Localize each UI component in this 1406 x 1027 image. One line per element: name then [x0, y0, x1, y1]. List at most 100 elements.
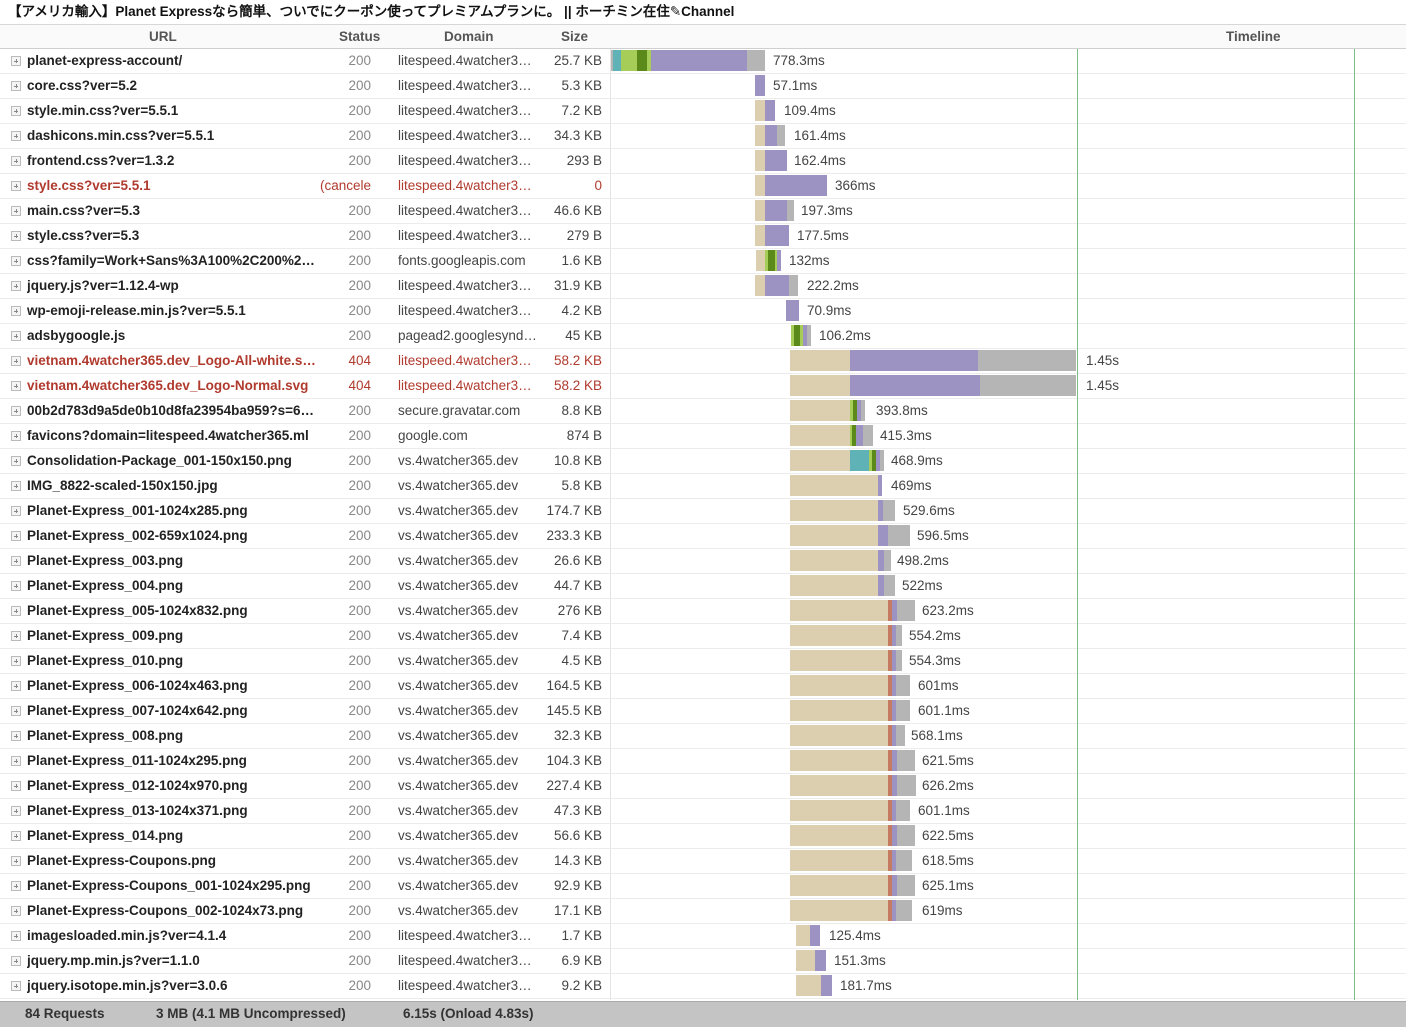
- request-row[interactable]: planet-express-account/200 litespeed.4wat…: [0, 49, 1406, 74]
- request-row[interactable]: Planet-Express_005-1024x832.png 200 vs.4wa…: [0, 599, 1406, 624]
- request-row[interactable]: vietnam.4watcher365.dev_Logo-All-white.s…: [0, 349, 1406, 374]
- request-duration: 106.2ms: [819, 328, 871, 343]
- expand-toggle-icon[interactable]: [11, 331, 21, 341]
- expand-toggle-icon[interactable]: [11, 931, 21, 941]
- expand-toggle-icon[interactable]: [11, 431, 21, 441]
- column-header-size[interactable]: Size: [561, 29, 589, 44]
- expand-toggle-icon[interactable]: [11, 781, 21, 791]
- expand-toggle-icon[interactable]: [11, 606, 21, 616]
- request-row[interactable]: core.css?ver=5.2 200 litespeed.4watcher3… 5…: [0, 74, 1406, 99]
- request-row[interactable]: 00b2d783d9a5de0b10d8fa23954ba959?s=6… 200…: [0, 399, 1406, 424]
- request-row[interactable]: wp-emoji-release.min.js?ver=5.5.1 200 lite…: [0, 299, 1406, 324]
- column-header-status[interactable]: Status: [339, 29, 381, 44]
- timeline-segment-recv: [747, 50, 765, 71]
- request-row[interactable]: Planet-Express_010.png 200 vs.4watcher365.…: [0, 649, 1406, 674]
- request-row[interactable]: jquery.js?ver=1.12.4-wp 200 litespeed.4wat…: [0, 274, 1406, 299]
- request-row[interactable]: Planet-Express_011-1024x295.png 200 vs.4wa…: [0, 749, 1406, 774]
- expand-toggle-icon[interactable]: [11, 206, 21, 216]
- expand-toggle-icon[interactable]: [11, 656, 21, 666]
- expand-toggle-icon[interactable]: [11, 456, 21, 466]
- expand-toggle-icon[interactable]: [11, 856, 21, 866]
- expand-toggle-icon[interactable]: [11, 631, 21, 641]
- request-row[interactable]: Planet-Express_004.png 200 vs.4watcher365.…: [0, 574, 1406, 599]
- expand-toggle-icon[interactable]: [11, 956, 21, 966]
- expand-toggle-icon[interactable]: [11, 406, 21, 416]
- expand-toggle-icon[interactable]: [11, 481, 21, 491]
- request-url: Planet-Express_005-1024x832.png: [27, 603, 248, 618]
- timeline-segment-recv: [896, 700, 910, 721]
- dom-content-loaded-marker: [1077, 49, 1078, 1000]
- expand-toggle-icon[interactable]: [11, 81, 21, 91]
- request-list[interactable]: planet-express-account/200 litespeed.4wat…: [0, 49, 1406, 1000]
- expand-toggle-icon[interactable]: [11, 156, 21, 166]
- column-header-bar: URL Status Domain Size Timeline: [0, 24, 1406, 49]
- expand-toggle-icon[interactable]: [11, 831, 21, 841]
- timeline-segment-wait: [790, 550, 878, 571]
- expand-toggle-icon[interactable]: [11, 281, 21, 291]
- request-row[interactable]: favicons?domain=litespeed.4watcher365.ml…: [0, 424, 1406, 449]
- request-row[interactable]: Planet-Express_001-1024x285.png 200 vs.4wa…: [0, 499, 1406, 524]
- request-row[interactable]: Planet-Express-Coupons_002-1024x73.png 20…: [0, 899, 1406, 924]
- expand-toggle-icon[interactable]: [11, 56, 21, 66]
- timeline-segment-wait: [790, 525, 878, 546]
- request-duration: 623.2ms: [922, 603, 974, 618]
- timeline-segment-connect: [850, 425, 852, 446]
- request-row[interactable]: style.css?ver=5.3 200 litespeed.4watcher3……: [0, 224, 1406, 249]
- expand-toggle-icon[interactable]: [11, 231, 21, 241]
- request-domain: litespeed.4watcher3…: [398, 278, 532, 293]
- request-row[interactable]: Planet-Express_012-1024x970.png 200 vs.4wa…: [0, 774, 1406, 799]
- expand-toggle-icon[interactable]: [11, 981, 21, 991]
- request-row[interactable]: vietnam.4watcher365.dev_Logo-Normal.svg 4…: [0, 374, 1406, 399]
- request-row[interactable]: Planet-Express_006-1024x463.png 200 vs.4wa…: [0, 674, 1406, 699]
- request-url: Planet-Express_012-1024x970.png: [27, 778, 248, 793]
- request-row[interactable]: imagesloaded.min.js?ver=4.1.4 200 litespee…: [0, 924, 1406, 949]
- request-row[interactable]: Planet-Express-Coupons.png 200 vs.4watcher…: [0, 849, 1406, 874]
- request-row[interactable]: jquery.mp.min.js?ver=1.1.0 200 litespeed.4…: [0, 949, 1406, 974]
- request-row[interactable]: dashicons.min.css?ver=5.5.1 200 litespeed.…: [0, 124, 1406, 149]
- request-domain: litespeed.4watcher3…: [398, 953, 532, 968]
- expand-toggle-icon[interactable]: [11, 906, 21, 916]
- expand-toggle-icon[interactable]: [11, 706, 21, 716]
- request-row[interactable]: css?family=Work+Sans%3A100%2C200%2… 200 fo…: [0, 249, 1406, 274]
- request-row[interactable]: Planet-Express_008.png 200 vs.4watcher365.…: [0, 724, 1406, 749]
- request-status: 200: [348, 103, 371, 118]
- request-row[interactable]: style.css?ver=5.5.1 (canceled) litespeed.4…: [0, 174, 1406, 199]
- expand-toggle-icon[interactable]: [11, 806, 21, 816]
- request-row[interactable]: Consolidation-Package_001-150x150.png 200…: [0, 449, 1406, 474]
- request-row[interactable]: style.min.css?ver=5.5.1 200 litespeed.4wat…: [0, 99, 1406, 124]
- request-row[interactable]: Planet-Express_007-1024x642.png 200 vs.4wa…: [0, 699, 1406, 724]
- expand-toggle-icon[interactable]: [11, 881, 21, 891]
- request-row[interactable]: Planet-Express-Coupons_001-1024x295.png 2…: [0, 874, 1406, 899]
- request-row[interactable]: Planet-Express_002-659x1024.png 200 vs.4wa…: [0, 524, 1406, 549]
- request-row[interactable]: Planet-Express_009.png 200 vs.4watcher365.…: [0, 624, 1406, 649]
- expand-toggle-icon[interactable]: [11, 131, 21, 141]
- expand-toggle-icon[interactable]: [11, 731, 21, 741]
- expand-toggle-icon[interactable]: [11, 581, 21, 591]
- request-url: Planet-Express_002-659x1024.png: [27, 528, 248, 543]
- expand-toggle-icon[interactable]: [11, 256, 21, 266]
- expand-toggle-icon[interactable]: [11, 356, 21, 366]
- expand-toggle-icon[interactable]: [11, 531, 21, 541]
- column-header-url[interactable]: URL: [149, 29, 177, 44]
- expand-toggle-icon[interactable]: [11, 106, 21, 116]
- request-domain: vs.4watcher365.dev: [398, 528, 519, 543]
- request-row[interactable]: Planet-Express_003.png 200 vs.4watcher365.…: [0, 549, 1406, 574]
- request-duration: 161.4ms: [794, 128, 846, 143]
- request-row[interactable]: main.css?ver=5.3 200 litespeed.4watcher3… 4…: [0, 199, 1406, 224]
- expand-toggle-icon[interactable]: [11, 556, 21, 566]
- request-row[interactable]: IMG_8822-scaled-150x150.jpg 200 vs.4watche…: [0, 474, 1406, 499]
- request-row[interactable]: jquery.isotope.min.js?ver=3.0.6 200 litesp…: [0, 974, 1406, 999]
- request-row[interactable]: adsbygoogle.js 200 pagead2.googlesynd… 45 K…: [0, 324, 1406, 349]
- request-status: 200: [348, 653, 371, 668]
- request-row[interactable]: Planet-Express_013-1024x371.png 200 vs.4wa…: [0, 799, 1406, 824]
- expand-toggle-icon[interactable]: [11, 756, 21, 766]
- request-row[interactable]: frontend.css?ver=1.3.2 200 litespeed.4watc…: [0, 149, 1406, 174]
- expand-toggle-icon[interactable]: [11, 306, 21, 316]
- expand-toggle-icon[interactable]: [11, 506, 21, 516]
- expand-toggle-icon[interactable]: [11, 181, 21, 191]
- expand-toggle-icon[interactable]: [11, 381, 21, 391]
- column-header-domain[interactable]: Domain: [444, 29, 494, 44]
- column-header-timeline[interactable]: Timeline: [1226, 29, 1281, 44]
- expand-toggle-icon[interactable]: [11, 681, 21, 691]
- request-row[interactable]: Planet-Express_014.png 200 vs.4watcher365.…: [0, 824, 1406, 849]
